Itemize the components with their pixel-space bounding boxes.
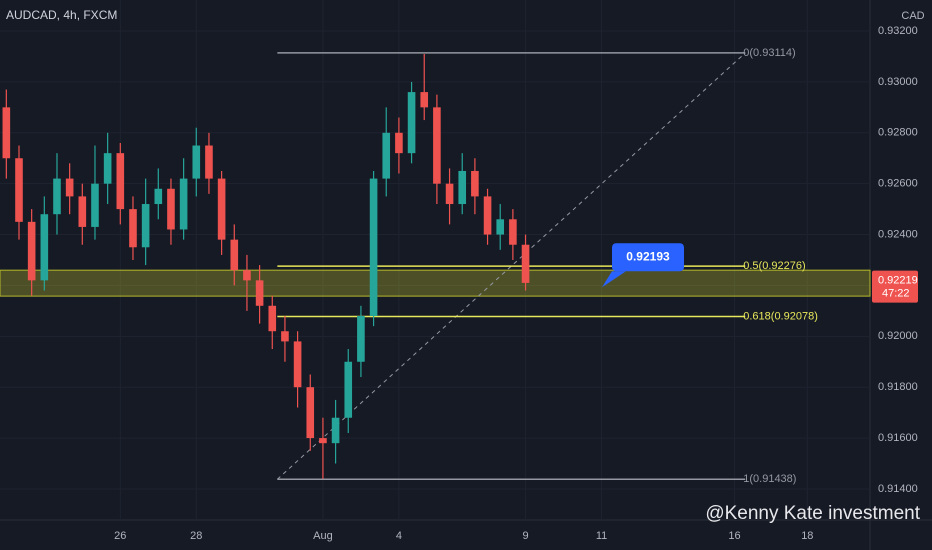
chart-title: AUDCAD, 4h, FXCM bbox=[6, 8, 117, 22]
y-tick-label: 0.92800 bbox=[878, 127, 918, 139]
candle-body bbox=[167, 188, 175, 230]
candle-body bbox=[268, 305, 277, 332]
candle-body bbox=[521, 244, 530, 283]
candle-body bbox=[65, 178, 74, 197]
candle-body bbox=[369, 178, 378, 316]
y-tick-label: 0.91400 bbox=[878, 483, 918, 495]
candle-body bbox=[445, 183, 454, 205]
last-price-box bbox=[872, 270, 918, 303]
x-tick-label: 11 bbox=[596, 530, 607, 542]
candle-body bbox=[281, 331, 289, 342]
candle-body bbox=[319, 438, 327, 444]
y-tick-label: 0.93200 bbox=[878, 25, 918, 37]
candle-body bbox=[433, 107, 441, 184]
candle-body bbox=[27, 221, 36, 281]
candle-body bbox=[192, 145, 201, 179]
candle-body bbox=[154, 188, 163, 205]
candle-body bbox=[255, 280, 264, 306]
candle-body bbox=[471, 170, 479, 197]
candle-body bbox=[129, 209, 137, 248]
candle-body bbox=[179, 178, 188, 230]
last-price-label: 0.92219 bbox=[878, 275, 918, 287]
candle-body bbox=[331, 417, 340, 444]
x-tick-label: Aug bbox=[313, 530, 333, 542]
candle-body bbox=[217, 178, 226, 240]
countdown-label: 47:22 bbox=[882, 288, 910, 300]
candle-body bbox=[483, 196, 492, 235]
fib-label: 0.618(0.92078) bbox=[743, 310, 818, 322]
candle-body bbox=[306, 387, 315, 439]
candle-body bbox=[230, 239, 239, 271]
candle-body bbox=[78, 196, 87, 227]
candle-body bbox=[407, 92, 416, 154]
candle-body bbox=[395, 132, 403, 154]
fib-label: 1(0.91438) bbox=[743, 473, 796, 485]
candle-body bbox=[458, 170, 467, 205]
candle-body bbox=[53, 178, 61, 215]
watermark: @Kenny Kate investment bbox=[705, 503, 920, 524]
y-tick-label: 0.91600 bbox=[878, 432, 918, 444]
zone bbox=[0, 269, 871, 297]
candle-body bbox=[344, 361, 353, 418]
candle-body bbox=[382, 132, 391, 179]
callout-box bbox=[612, 243, 684, 272]
candle-body bbox=[103, 153, 112, 184]
fib-label: 0(0.93114) bbox=[743, 47, 795, 59]
candle-body bbox=[357, 315, 365, 362]
candle-body bbox=[116, 153, 125, 210]
currency-label: CAD bbox=[901, 10, 924, 22]
candle-body bbox=[141, 204, 150, 248]
fib-trend-line bbox=[276, 52, 746, 480]
candle-body bbox=[15, 158, 23, 222]
candle-body bbox=[2, 107, 11, 159]
x-tick-label: 28 bbox=[190, 530, 202, 542]
y-tick-label: 0.91800 bbox=[878, 381, 918, 393]
x-tick-label: 26 bbox=[114, 530, 126, 542]
x-tick-label: 9 bbox=[522, 530, 528, 542]
y-tick-label: 0.92000 bbox=[878, 330, 918, 342]
candle-body bbox=[293, 341, 302, 388]
y-tick-label: 0.92400 bbox=[878, 228, 918, 240]
candle-body bbox=[91, 183, 99, 227]
candle-body bbox=[496, 219, 505, 235]
candle-body bbox=[420, 92, 429, 108]
candle-body bbox=[243, 270, 251, 281]
fib-label: 0.5(0.92276) bbox=[743, 260, 805, 272]
candle-body bbox=[40, 214, 49, 281]
y-tick-label: 0.93000 bbox=[878, 76, 918, 88]
callout-pointer bbox=[602, 271, 626, 288]
y-tick-label: 0.92600 bbox=[878, 178, 918, 190]
callout-label: 0.92193 bbox=[626, 249, 670, 263]
x-tick-label: 18 bbox=[801, 530, 813, 542]
x-tick-label: 4 bbox=[396, 530, 402, 542]
candle-body bbox=[509, 219, 517, 245]
candle-body bbox=[205, 145, 213, 179]
x-tick-label: 16 bbox=[728, 530, 740, 542]
